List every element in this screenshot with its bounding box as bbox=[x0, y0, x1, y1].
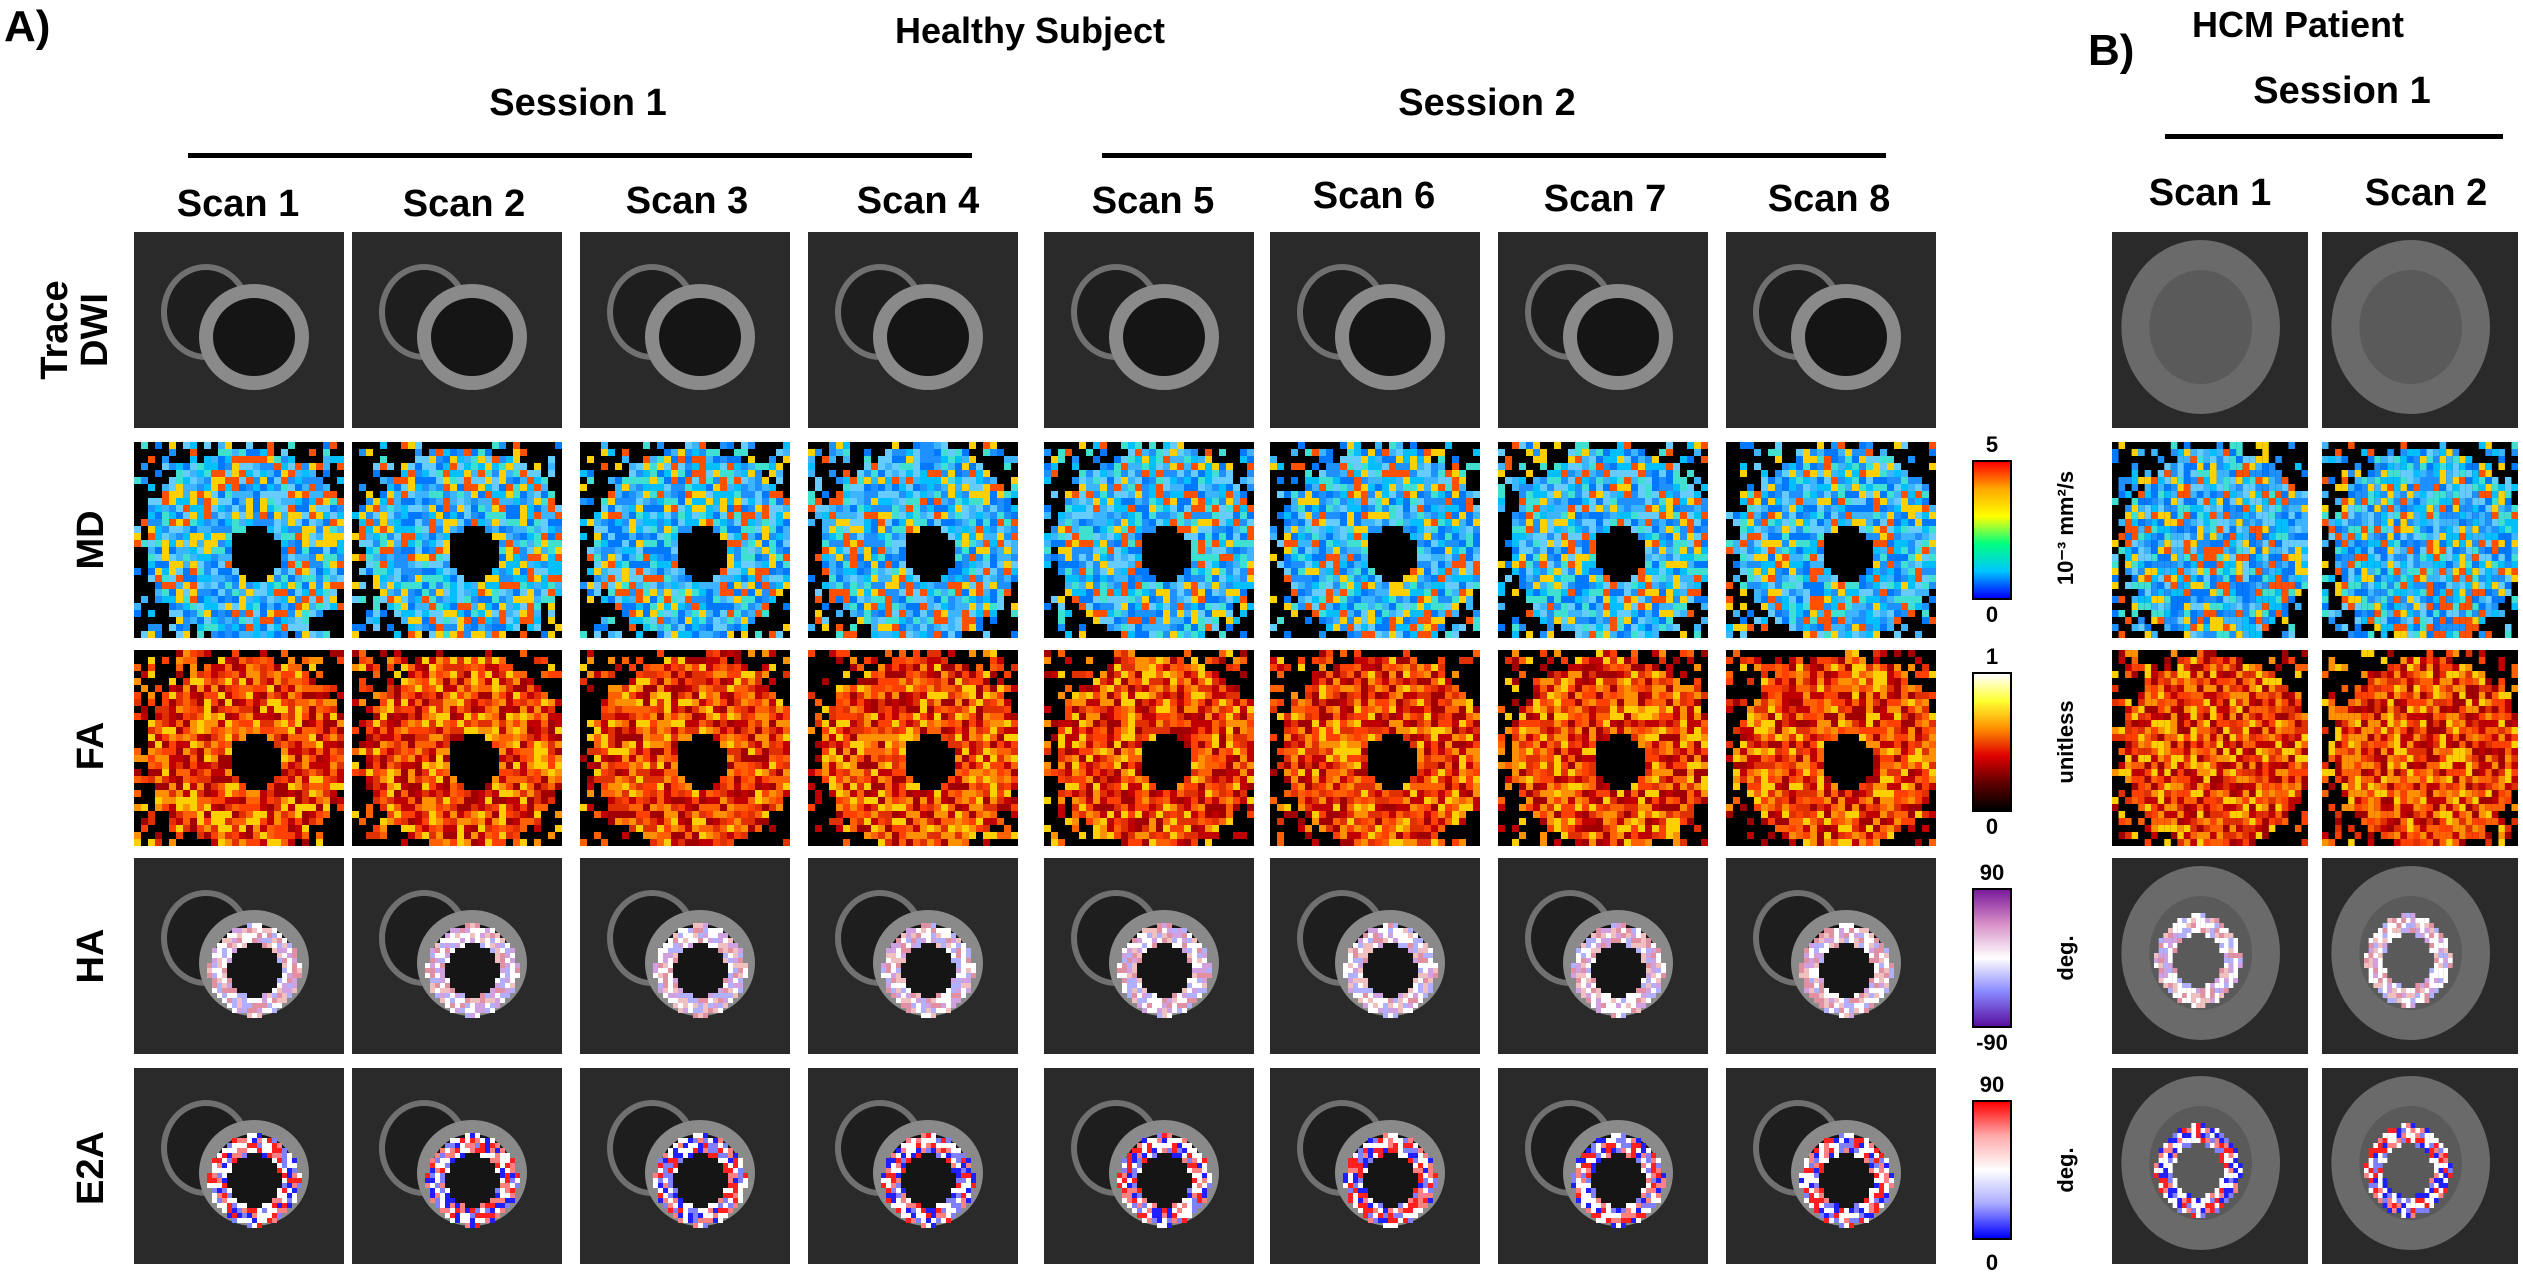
fa-image-a-scan-1 bbox=[134, 650, 344, 846]
ha-colorbar bbox=[1972, 888, 2012, 1028]
row-label-trace-dwi: Trace DWI bbox=[34, 280, 116, 380]
e2a-image-b-scan-2 bbox=[2322, 1068, 2518, 1264]
row-label-ha: HA bbox=[70, 928, 113, 984]
e2a-image-a-scan-5 bbox=[1044, 1068, 1254, 1264]
session-1-divider bbox=[188, 153, 972, 158]
md-image-a-scan-4 bbox=[808, 442, 1018, 638]
scan-1-label: Scan 1 bbox=[176, 183, 300, 225]
fa-image-a-scan-5 bbox=[1044, 650, 1254, 846]
ha-image-a-scan-5 bbox=[1044, 858, 1254, 1054]
dwi-image-a-scan-5 bbox=[1044, 232, 1254, 428]
scan-8-label: Scan 8 bbox=[1767, 178, 1891, 220]
scan-4-label: Scan 4 bbox=[856, 180, 980, 222]
fa-colorbar bbox=[1972, 672, 2012, 812]
ha-image-a-scan-2 bbox=[352, 858, 562, 1054]
md-image-a-scan-2 bbox=[352, 442, 562, 638]
healthy-subject-title: Healthy Subject bbox=[894, 10, 1166, 51]
ha-image-a-scan-1 bbox=[134, 858, 344, 1054]
e2a-image-a-scan-2 bbox=[352, 1068, 562, 1264]
panel-b-scan-1-label: Scan 1 bbox=[2148, 172, 2272, 214]
dwi-image-a-scan-1 bbox=[134, 232, 344, 428]
panel-b-session-divider bbox=[2165, 134, 2503, 139]
ha-image-a-scan-7 bbox=[1498, 858, 1708, 1054]
e2a-image-b-scan-1 bbox=[2112, 1068, 2308, 1264]
panel-b-session-title: Session 1 bbox=[2253, 70, 2431, 112]
ha-image-a-scan-8 bbox=[1726, 858, 1936, 1054]
ha-colorbar-unit: deg. bbox=[2053, 935, 2078, 981]
fa-image-a-scan-4 bbox=[808, 650, 1018, 846]
panel-a-letter: A) bbox=[4, 2, 51, 51]
session-1-title: Session 1 bbox=[489, 82, 667, 124]
fa-image-a-scan-7 bbox=[1498, 650, 1708, 846]
e2a-colorbar bbox=[1972, 1100, 2012, 1240]
dwi-image-a-scan-2 bbox=[352, 232, 562, 428]
fa-image-b-scan-1 bbox=[2112, 650, 2308, 846]
e2a-image-a-scan-4 bbox=[808, 1068, 1018, 1264]
md-image-b-scan-1 bbox=[2112, 442, 2308, 638]
md-image-a-scan-6 bbox=[1270, 442, 1480, 638]
fa-image-a-scan-3 bbox=[580, 650, 790, 846]
ha-image-a-scan-6 bbox=[1270, 858, 1480, 1054]
fa-image-a-scan-2 bbox=[352, 650, 562, 846]
ha-colorbar-min: -90 bbox=[1976, 1030, 2008, 1055]
ha-image-a-scan-4 bbox=[808, 858, 1018, 1054]
panel-b-scan-2-label: Scan 2 bbox=[2364, 172, 2488, 214]
fa-image-b-scan-2 bbox=[2322, 650, 2518, 846]
scan-3-label: Scan 3 bbox=[625, 180, 749, 222]
dwi-image-a-scan-8 bbox=[1726, 232, 1936, 428]
md-image-a-scan-3 bbox=[580, 442, 790, 638]
md-colorbar-max: 5 bbox=[1985, 432, 1999, 457]
dwi-image-b-scan-2 bbox=[2322, 232, 2518, 428]
e2a-image-a-scan-8 bbox=[1726, 1068, 1936, 1264]
scan-5-label: Scan 5 bbox=[1091, 180, 1215, 222]
fa-image-a-scan-8 bbox=[1726, 650, 1936, 846]
md-colorbar-min: 0 bbox=[1985, 602, 1999, 627]
dwi-image-a-scan-3 bbox=[580, 232, 790, 428]
e2a-colorbar-min: 0 bbox=[1985, 1250, 1999, 1275]
panel-b-letter: B) bbox=[2088, 26, 2135, 75]
scan-6-label: Scan 6 bbox=[1312, 175, 1436, 217]
e2a-image-a-scan-3 bbox=[580, 1068, 790, 1264]
md-colorbar-unit: 10⁻³ mm²/s bbox=[2053, 470, 2078, 586]
md-colorbar bbox=[1972, 460, 2012, 600]
dwi-image-a-scan-6 bbox=[1270, 232, 1480, 428]
ha-colorbar-max: 90 bbox=[1979, 860, 2005, 885]
dwi-image-a-scan-7 bbox=[1498, 232, 1708, 428]
row-label-md: MD bbox=[70, 510, 113, 570]
ha-image-b-scan-2 bbox=[2322, 858, 2518, 1054]
row-label-e2a: E2A bbox=[70, 1131, 113, 1205]
ha-image-a-scan-3 bbox=[580, 858, 790, 1054]
session-2-title: Session 2 bbox=[1398, 82, 1576, 124]
fa-colorbar-max: 1 bbox=[1985, 644, 1999, 669]
dwi-image-a-scan-4 bbox=[808, 232, 1018, 428]
md-image-b-scan-2 bbox=[2322, 442, 2518, 638]
fa-image-a-scan-6 bbox=[1270, 650, 1480, 846]
scan-2-label: Scan 2 bbox=[402, 183, 526, 225]
session-2-divider bbox=[1102, 153, 1886, 158]
fa-colorbar-min: 0 bbox=[1985, 814, 1999, 839]
hcm-patient-title: HCM Patient bbox=[2191, 4, 2405, 45]
md-image-a-scan-8 bbox=[1726, 442, 1936, 638]
ha-image-b-scan-1 bbox=[2112, 858, 2308, 1054]
md-image-a-scan-1 bbox=[134, 442, 344, 638]
e2a-image-a-scan-1 bbox=[134, 1068, 344, 1264]
scan-7-label: Scan 7 bbox=[1543, 178, 1667, 220]
e2a-colorbar-unit: deg. bbox=[2053, 1147, 2078, 1193]
dwi-image-b-scan-1 bbox=[2112, 232, 2308, 428]
e2a-colorbar-max: 90 bbox=[1979, 1072, 2005, 1097]
md-image-a-scan-5 bbox=[1044, 442, 1254, 638]
md-image-a-scan-7 bbox=[1498, 442, 1708, 638]
e2a-image-a-scan-7 bbox=[1498, 1068, 1708, 1264]
e2a-image-a-scan-6 bbox=[1270, 1068, 1480, 1264]
fa-colorbar-unit: unitless bbox=[2053, 700, 2078, 784]
row-label-fa: FA bbox=[70, 721, 113, 771]
